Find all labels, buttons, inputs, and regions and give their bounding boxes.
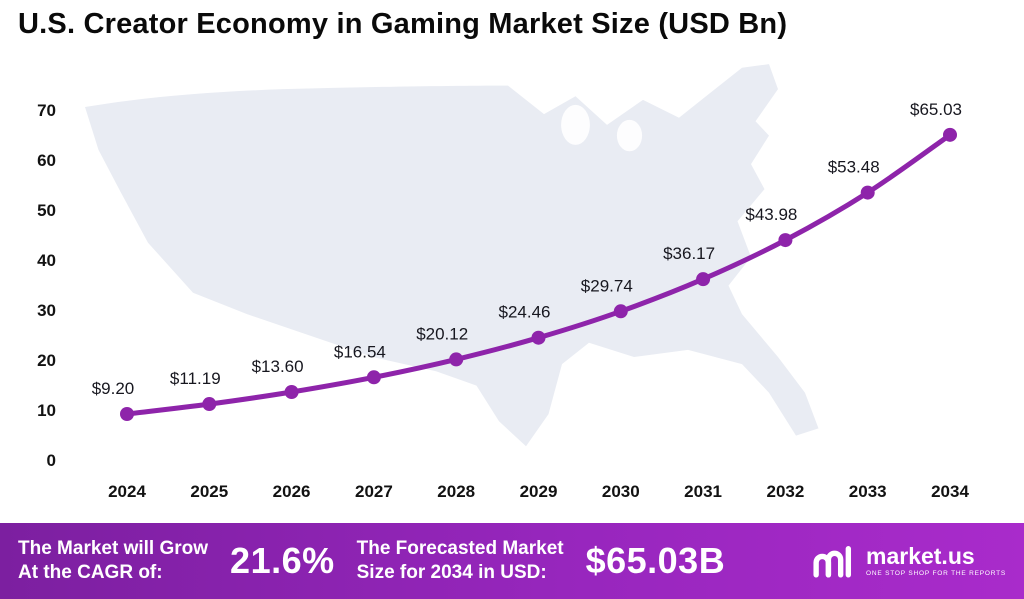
- data-point-marker: [860, 185, 875, 200]
- data-point-marker: [531, 330, 546, 345]
- data-point-label: $16.54: [334, 342, 386, 361]
- brand-name: market.us: [866, 543, 975, 570]
- market-us-logo: market.us ONE STOP SHOP FOR THE REPORTS: [810, 541, 1006, 581]
- great-lake-shape: [561, 104, 590, 145]
- y-axis-tick-label: 60: [37, 151, 56, 170]
- chart-title: U.S. Creator Economy in Gaming Market Si…: [18, 8, 788, 40]
- data-point-marker: [696, 272, 711, 287]
- x-axis-tick-label: 2034: [931, 482, 969, 501]
- cagr-label-line1: The Market will Grow: [18, 537, 209, 559]
- data-point-label: $36.17: [663, 244, 715, 263]
- cagr-label-line2: At the CAGR of:: [18, 562, 163, 583]
- y-axis-tick-label: 50: [37, 201, 56, 220]
- forecast-value: $65.03B: [585, 540, 726, 581]
- forecast-label-line1: The Forecasted Market: [356, 537, 564, 559]
- y-axis-tick-label: 70: [37, 101, 56, 120]
- data-point-marker: [202, 397, 217, 412]
- data-point-label: $65.03: [910, 100, 962, 119]
- x-axis-tick-label: 2032: [766, 482, 804, 501]
- y-axis-tick-label: 0: [47, 451, 56, 470]
- cagr-value: 21.6%: [230, 540, 335, 581]
- data-point-label: $20.12: [416, 324, 468, 343]
- trend-line: [124, 132, 953, 417]
- footer-banner: The Market will Grow At the CAGR of: 21.…: [0, 523, 1024, 599]
- cagr-label: The Market will Grow At the CAGR of:: [18, 537, 208, 586]
- logo-text: market.us ONE STOP SHOP FOR THE REPORTS: [866, 544, 1006, 578]
- data-point-label: $24.46: [499, 303, 551, 322]
- us-map-shape: [85, 64, 819, 447]
- y-axis-tick-label: 40: [37, 251, 56, 270]
- brand-tagline: ONE STOP SHOP FOR THE REPORTS: [866, 570, 1006, 578]
- data-point-label: $53.48: [828, 158, 880, 177]
- x-axis-tick-label: 2028: [437, 482, 475, 501]
- data-point-label: $9.20: [92, 379, 135, 398]
- data-point-marker: [449, 352, 464, 367]
- market-us-logo-icon: [813, 546, 852, 578]
- x-axis-tick-label: 2030: [602, 482, 640, 501]
- data-point-label: $13.60: [252, 357, 304, 376]
- chart-area: 0 10 20 30 40 50 60 70 2024 2025 2026 2027 2028 2029 2…: [0, 45, 1024, 523]
- data-point-marker: [284, 385, 299, 399]
- x-axis-tick-label: 2031: [684, 482, 722, 501]
- forecast-label: The Forecasted Market Size for 2034 in U…: [357, 537, 564, 586]
- x-axis-tick-label: 2027: [355, 482, 393, 501]
- data-point-label: $11.19: [170, 369, 221, 388]
- x-axis-tick-label: 2025: [190, 482, 228, 501]
- y-axis-tick-label: 10: [37, 401, 56, 420]
- us-map-silhouette: [85, 64, 819, 447]
- data-point-label: $29.74: [581, 276, 633, 295]
- data-point-marker: [613, 304, 628, 319]
- data-point-marker: [778, 233, 793, 248]
- x-axis-tick-label: 2026: [273, 482, 311, 501]
- x-axis-tick-label: 2033: [849, 482, 887, 501]
- y-axis-tick-label: 20: [37, 351, 56, 370]
- data-point-marker: [120, 407, 134, 421]
- data-point-label: $43.98: [745, 205, 797, 224]
- great-lake-shape: [616, 119, 643, 152]
- data-point-marker: [366, 370, 381, 385]
- x-axis-tick-label: 2024: [108, 482, 146, 501]
- data-point-marker: [943, 127, 957, 142]
- forecast-label-line2: Size for 2034 in USD:: [356, 562, 547, 583]
- y-axis-tick-label: 30: [37, 301, 56, 320]
- x-axis-tick-label: 2029: [520, 482, 558, 501]
